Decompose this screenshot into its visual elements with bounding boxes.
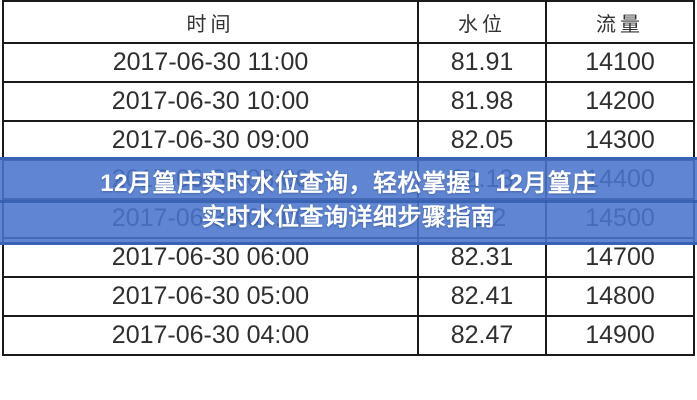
cell-flow: 14500 bbox=[545, 198, 695, 239]
cell-time: 2017-06-30 04:00 bbox=[2, 315, 419, 356]
cell-time: 2017-06-30 08:00 bbox=[2, 159, 419, 200]
cell-time: 2017-06-30 11:00 bbox=[2, 42, 419, 83]
cell-time: 2017-06-30 10:00 bbox=[2, 81, 419, 122]
cell-flow: 14300 bbox=[545, 120, 695, 161]
cell-flow: 14400 bbox=[545, 159, 695, 200]
table-row: 2017-06-30 05:00 82.41 14800 bbox=[2, 276, 695, 317]
water-level-table: 时间 水位 流量 2017-06-30 11:00 81.91 14100 20… bbox=[2, 0, 695, 356]
table-row: 2017-06-30 04:00 82.47 14900 bbox=[2, 315, 695, 356]
cell-level: 82.47 bbox=[417, 315, 547, 356]
table-row: 2017-06-30 08:00 82.13 14400 bbox=[2, 159, 695, 200]
table-row: 2017-06-30 10:00 81.98 14200 bbox=[2, 81, 695, 122]
cell-level: 82.31 bbox=[417, 237, 547, 278]
cell-level: 82.13 bbox=[417, 159, 547, 200]
table-header: 时间 水位 流量 bbox=[2, 0, 695, 44]
table-row: 2017-06-30 11:00 81.91 14100 bbox=[2, 42, 695, 83]
cell-level: 82.2 bbox=[417, 198, 547, 239]
table-body: 2017-06-30 11:00 81.91 14100 2017-06-30 … bbox=[2, 42, 695, 356]
cell-level: 81.91 bbox=[417, 42, 547, 83]
cell-flow: 14200 bbox=[545, 81, 695, 122]
cell-flow: 14800 bbox=[545, 276, 695, 317]
cell-flow: 14700 bbox=[545, 237, 695, 278]
column-header-flow: 流量 bbox=[545, 0, 695, 44]
cell-level: 82.41 bbox=[417, 276, 547, 317]
cell-flow: 14100 bbox=[545, 42, 695, 83]
cell-time: 2017-06-30 06:00 bbox=[2, 237, 419, 278]
cell-time: 2017-06-30 05:00 bbox=[2, 276, 419, 317]
table-row: 2017-06-30 09:00 82.05 14300 bbox=[2, 120, 695, 161]
table-header-row: 时间 水位 流量 bbox=[2, 0, 695, 44]
table-row: 2017-06-30 07:00 82.2 14500 bbox=[2, 198, 695, 239]
column-header-level: 水位 bbox=[417, 0, 547, 44]
table-row: 2017-06-30 06:00 82.31 14700 bbox=[2, 237, 695, 278]
cell-time: 2017-06-30 09:00 bbox=[2, 120, 419, 161]
column-header-time: 时间 bbox=[2, 0, 419, 44]
cell-flow: 14900 bbox=[545, 315, 695, 356]
cell-level: 82.05 bbox=[417, 120, 547, 161]
cell-time: 2017-06-30 07:00 bbox=[2, 198, 419, 239]
cell-level: 81.98 bbox=[417, 81, 547, 122]
